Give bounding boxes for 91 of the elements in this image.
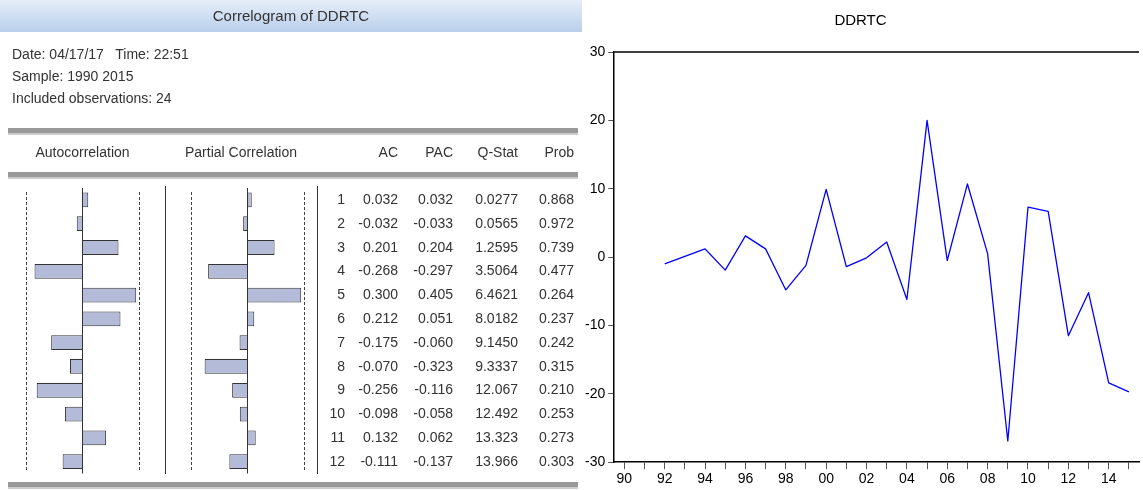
y-tick-label: 30 [589,42,606,59]
text: 0.477 [538,262,574,279]
text: 0.212 [362,310,398,326]
text: -0.070 [358,357,398,374]
x-tick-label: 12 [1060,470,1077,487]
text: 1.2595 [474,237,518,257]
text: 3.5064 [474,261,518,281]
y-tick-label: 0 [597,247,606,264]
x-tick-label: 06 [939,470,956,487]
y-tick-label: 1 [336,190,345,209]
y-tick-label: -30 [585,453,606,470]
y-tick-label: 12 [328,451,345,471]
text: Sample: 1990 2015 [12,68,134,84]
y-tick-label: 4 [336,261,345,281]
text: 0.253 [538,405,574,422]
text: 0.032 [417,191,453,207]
text: -0.060 [413,333,453,350]
x-tick-label: 98 [778,470,794,487]
text: -0.256 [358,381,398,398]
text: -0.137 [413,452,453,469]
text: PAC [425,144,453,160]
y-tick-label: 6 [336,309,345,328]
y-tick-label: 7 [336,332,345,352]
x-tick-label: 90 [616,470,633,487]
text: 0.132 [362,429,398,445]
text: 12.492 [474,404,518,424]
text: 0.300 [362,286,398,303]
text: 0.032 [362,191,398,207]
y-tick-label: -20 [585,384,606,401]
y-tick-label: 2 [336,213,345,233]
text: -0.323 [413,357,453,374]
text: -0.032 [358,214,398,231]
text: 0.0565 [474,213,518,233]
text: Included observations: 24 [12,90,172,106]
text: 0.264 [538,286,574,303]
text: 0.315 [538,357,574,374]
text: 13.323 [474,428,518,447]
text: -0.116 [414,381,453,398]
text: Prob [544,144,574,160]
text: 0.237 [538,310,574,326]
x-tick-label: 94 [697,470,714,487]
text: -0.058 [413,405,453,422]
y-tick-label: -10 [585,316,606,333]
text: -0.033 [413,214,453,231]
y-tick-label: 3 [336,237,345,257]
text: 0.051 [417,310,453,326]
text: 0.0277 [474,190,518,209]
text: 12.067 [474,380,518,400]
text: 0.972 [538,214,574,231]
text: Correlogram of DDRTC [0,0,582,32]
y-tick-label: 20 [589,111,606,128]
text: -0.175 [358,333,398,350]
text: 9.3337 [474,356,518,376]
x-tick-label: 02 [858,470,875,487]
x-tick-label: 96 [737,470,754,487]
text: 0.204 [417,238,453,255]
text: 0.062 [417,429,453,445]
y-tick-label: 10 [328,404,345,424]
text: -0.098 [358,405,398,422]
x-axis-title: Partial Correlation [183,144,299,160]
text: 0.303 [538,452,574,469]
text: 0.242 [538,333,574,350]
y-tick-label: 10 [589,179,606,196]
text: -0.268 [358,262,398,279]
x-tick-label: 92 [656,470,673,487]
x-tick-label: 10 [1020,470,1036,487]
text: Q-Stat [476,144,518,160]
text: AC [377,144,398,160]
text: 0.739 [538,238,574,255]
text: 13.966 [474,451,518,471]
text: 0.210 [538,381,574,398]
text: 6.4621 [474,285,518,305]
y-tick-label: 11 [329,428,345,447]
y-tick-label: 8 [336,356,345,376]
x-tick-label: 04 [899,470,915,487]
x-axis-title: Autocorrelation [34,144,131,160]
text: 8.0182 [474,309,518,328]
text: -0.297 [413,262,453,279]
text: 0.201 [362,238,398,255]
text: -0.111 [360,452,398,469]
x-tick-label: 08 [979,470,996,487]
text: 0.405 [417,286,453,303]
x-tick-label: 14 [1100,470,1117,487]
text: Date: 04/17/17 Time: 22:51 [12,46,189,62]
text: 0.868 [538,191,574,207]
text: 9.1450 [474,332,518,352]
chart-title: DDRTC [834,11,887,29]
y-tick-label: 5 [336,285,345,305]
x-tick-label: 00 [818,470,835,487]
y-tick-label: 9 [336,380,345,400]
text: 0.273 [538,429,574,445]
